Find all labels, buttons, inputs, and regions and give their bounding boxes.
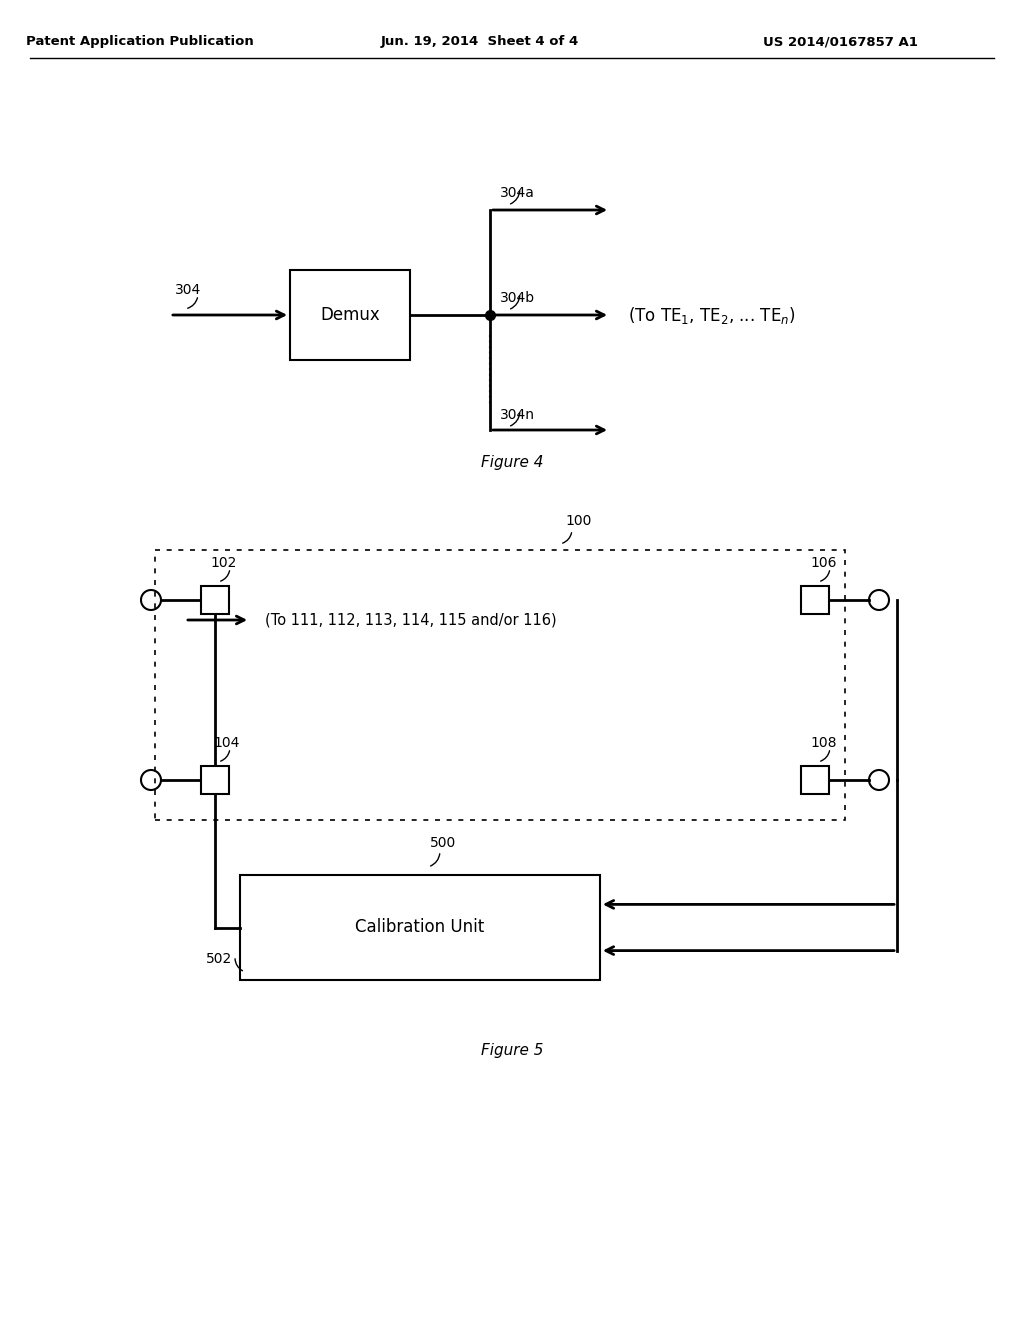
Bar	[290, 271, 410, 360]
Text: Calibration Unit: Calibration Unit	[355, 919, 484, 936]
Text: Jun. 19, 2014  Sheet 4 of 4: Jun. 19, 2014 Sheet 4 of 4	[381, 36, 580, 49]
Bar	[240, 875, 600, 979]
Text: 304n: 304n	[500, 408, 535, 422]
Text: 500: 500	[430, 836, 457, 850]
Text: 304b: 304b	[500, 290, 536, 305]
Text: 104: 104	[213, 737, 240, 750]
Text: Patent Application Publication: Patent Application Publication	[27, 36, 254, 49]
Text: 502: 502	[206, 952, 232, 966]
Text: US 2014/0167857 A1: US 2014/0167857 A1	[763, 36, 918, 49]
Bar	[201, 586, 229, 614]
Bar	[801, 586, 829, 614]
Bar	[201, 766, 229, 795]
Text: Figure 5: Figure 5	[480, 1043, 544, 1057]
Text: 100: 100	[565, 513, 592, 528]
Text: (To TE$_1$, TE$_2$, ... TE$_n$): (To TE$_1$, TE$_2$, ... TE$_n$)	[628, 305, 796, 326]
Text: (To 111, 112, 113, 114, 115 and/or 116): (To 111, 112, 113, 114, 115 and/or 116)	[265, 612, 557, 627]
Text: 108: 108	[810, 737, 837, 750]
Bar	[155, 550, 845, 820]
Text: 102: 102	[210, 556, 237, 570]
Text: 304a: 304a	[500, 186, 535, 201]
Text: Demux: Demux	[321, 306, 380, 323]
Bar	[801, 766, 829, 795]
Text: Figure 4: Figure 4	[480, 454, 544, 470]
Text: 304: 304	[175, 282, 202, 297]
Text: 106: 106	[810, 556, 837, 570]
